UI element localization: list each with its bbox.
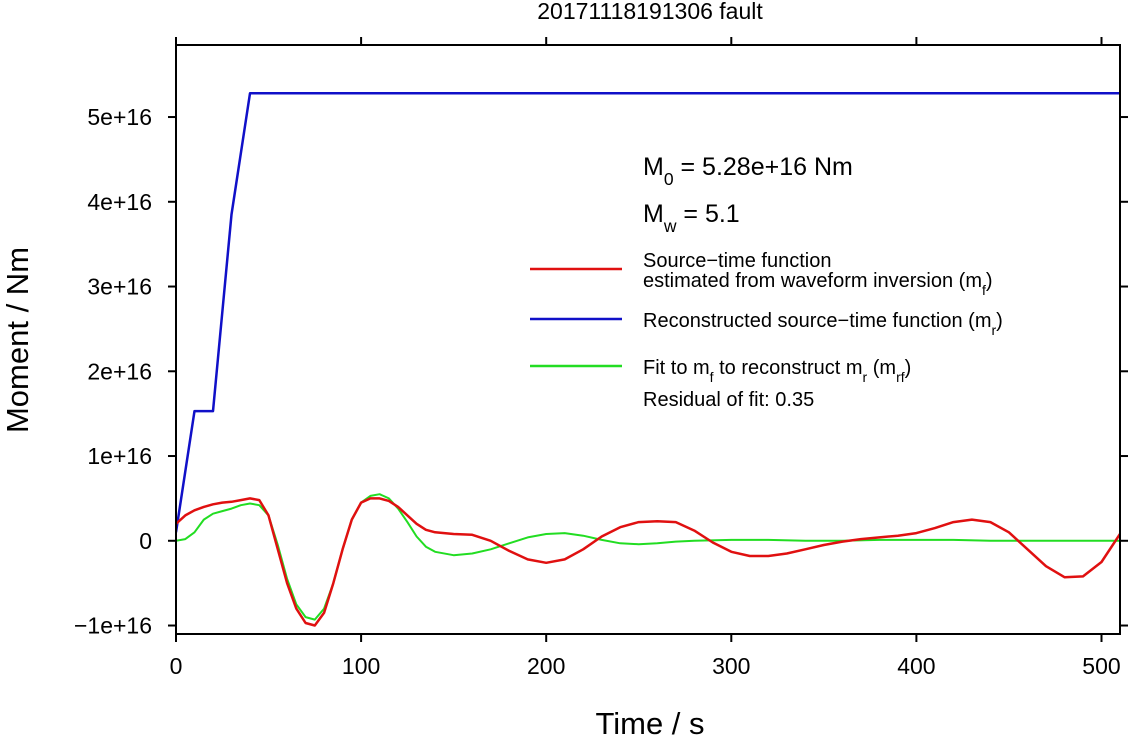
x-axis-label: Time / s xyxy=(595,706,704,736)
y-tick-label: 3e+16 xyxy=(87,274,152,300)
series-line-mrf xyxy=(176,493,1120,621)
x-tick-label: 0 xyxy=(170,653,183,679)
x-tick-label: 100 xyxy=(342,653,380,679)
series-line-mf xyxy=(176,497,1120,627)
residual-annotation: Residual of fit: 0.35 xyxy=(643,389,814,411)
x-tick-label: 300 xyxy=(712,653,750,679)
plot-frame xyxy=(175,44,1121,635)
y-tick-label: 2e+16 xyxy=(87,358,152,384)
legend-label-mr: Reconstructed source−time function (mr) xyxy=(643,310,1003,338)
x-tick-label: 200 xyxy=(527,653,565,679)
x-tick-label: 500 xyxy=(1082,653,1120,679)
y-tick-label: 0 xyxy=(139,528,152,554)
mw-annotation: Mw = 5.1 xyxy=(643,200,740,236)
y-tick-label: −1e+16 xyxy=(74,613,152,639)
legend-label-mf: Source−time function xyxy=(643,250,831,272)
legend-label-mf: estimated from waveform inversion (mf) xyxy=(643,270,993,298)
x-tick-label: 400 xyxy=(897,653,935,679)
m0-annotation: M0 = 5.28e+16 Nm xyxy=(643,153,853,189)
series-line-mr xyxy=(176,92,1120,533)
legend-label-mrf: Fit to mf to reconstruct mr (mrf) xyxy=(643,357,911,385)
y-axis-label: Moment / Nm xyxy=(0,247,35,433)
y-tick-label: 5e+16 xyxy=(87,104,152,130)
y-tick-label: 4e+16 xyxy=(87,189,152,215)
y-tick-label: 1e+16 xyxy=(87,443,152,469)
chart-title: 20171118191306 fault xyxy=(537,0,763,24)
